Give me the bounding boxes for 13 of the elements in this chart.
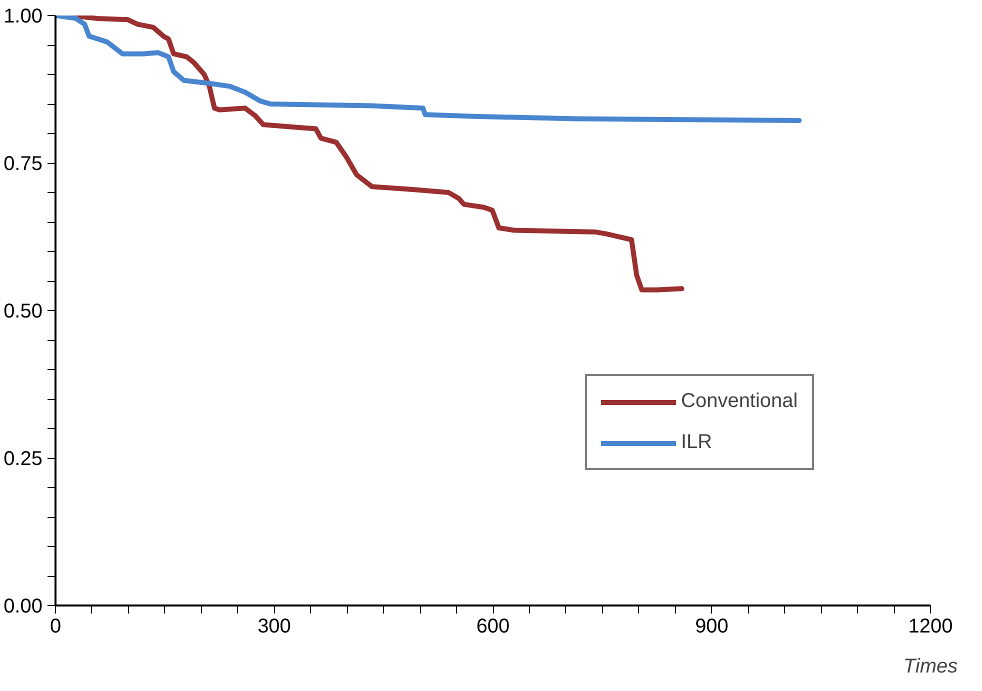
y-tick-label: 0.50 [4, 300, 43, 322]
x-tick-label: 0 [50, 616, 62, 638]
y-tick-label: 0.00 [4, 596, 43, 618]
y-tick-label: 0.25 [4, 448, 43, 470]
y-tick-label: 0.75 [4, 153, 43, 175]
x-tick-label: 1200 [908, 616, 953, 638]
x-tick-label: 900 [695, 616, 728, 638]
x-axis-title: Times [903, 656, 958, 678]
x-tick-label: 600 [476, 616, 510, 638]
legend-label: ILR [681, 431, 712, 454]
legend-label: Conventional [681, 390, 798, 413]
x-tick-label: 300 [258, 616, 291, 638]
y-tick-label: 1.00 [4, 6, 43, 28]
